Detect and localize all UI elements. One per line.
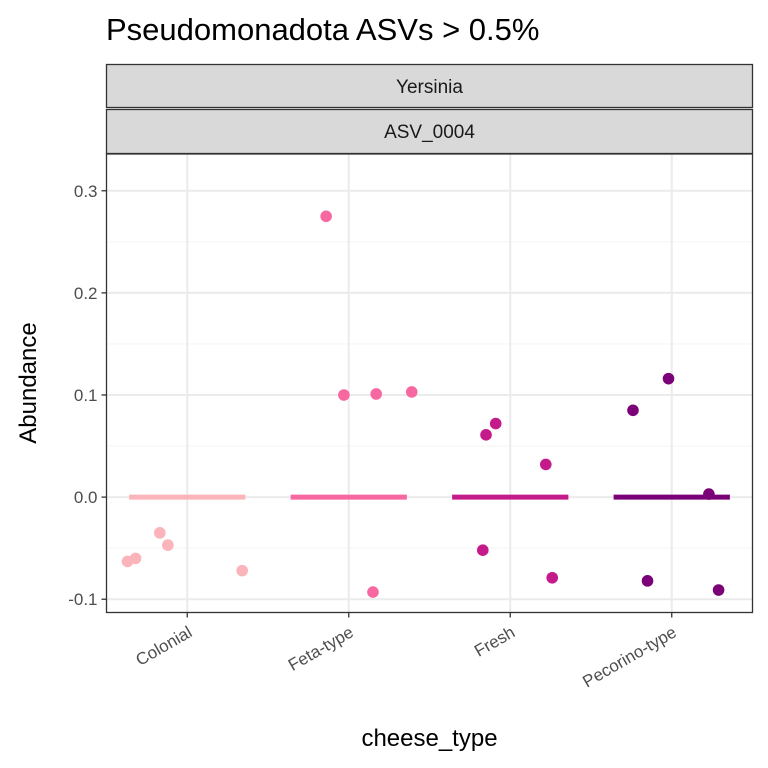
data-point	[539, 458, 552, 471]
data-point	[153, 527, 166, 539]
x-tick-label: Fresh	[471, 623, 518, 661]
y-tick-label: -0.1	[68, 590, 97, 609]
data-point	[712, 584, 725, 596]
facet-strip-genus-label: Yersinia	[396, 77, 463, 98]
y-tick-label: 0.3	[74, 182, 98, 201]
chart-title: Pseudomonadota ASVs > 0.5%	[106, 12, 539, 47]
data-point	[641, 575, 654, 587]
data-point	[320, 210, 332, 223]
data-point	[338, 389, 350, 401]
plot-area: -0.1 0.0 0.1 0.2 0.3 Colonial Feta-type Fresh Pe…	[68, 153, 754, 692]
data-point	[367, 586, 379, 598]
data-point	[405, 386, 418, 398]
data-point	[370, 388, 383, 400]
data-point	[480, 429, 492, 441]
x-axis-title: cheese_type	[361, 725, 497, 752]
data-point	[476, 544, 489, 557]
x-tick-label: Feta-type	[285, 623, 357, 675]
y-tick-label: 0.1	[74, 386, 98, 405]
y-axis-title: Abundance	[15, 322, 42, 443]
x-tick-label: Colonial	[133, 623, 196, 670]
facet-strip-genus	[105, 63, 754, 109]
data-point	[546, 571, 559, 584]
y-tick-label: 0.2	[74, 284, 98, 303]
panel-background	[106, 154, 753, 613]
data-point	[162, 539, 174, 551]
y-tick-label: 0.0	[74, 488, 98, 507]
data-point	[489, 417, 502, 430]
data-point	[236, 564, 248, 577]
facet-strip-asv-label: ASV_0004	[384, 122, 475, 143]
data-point	[129, 552, 142, 565]
data-point	[703, 488, 715, 500]
data-point	[627, 404, 639, 417]
facet-strip-asv	[105, 108, 754, 155]
x-tick-label: Pecorino-type	[579, 623, 679, 692]
panel-border	[105, 153, 754, 614]
data-point	[662, 372, 675, 385]
